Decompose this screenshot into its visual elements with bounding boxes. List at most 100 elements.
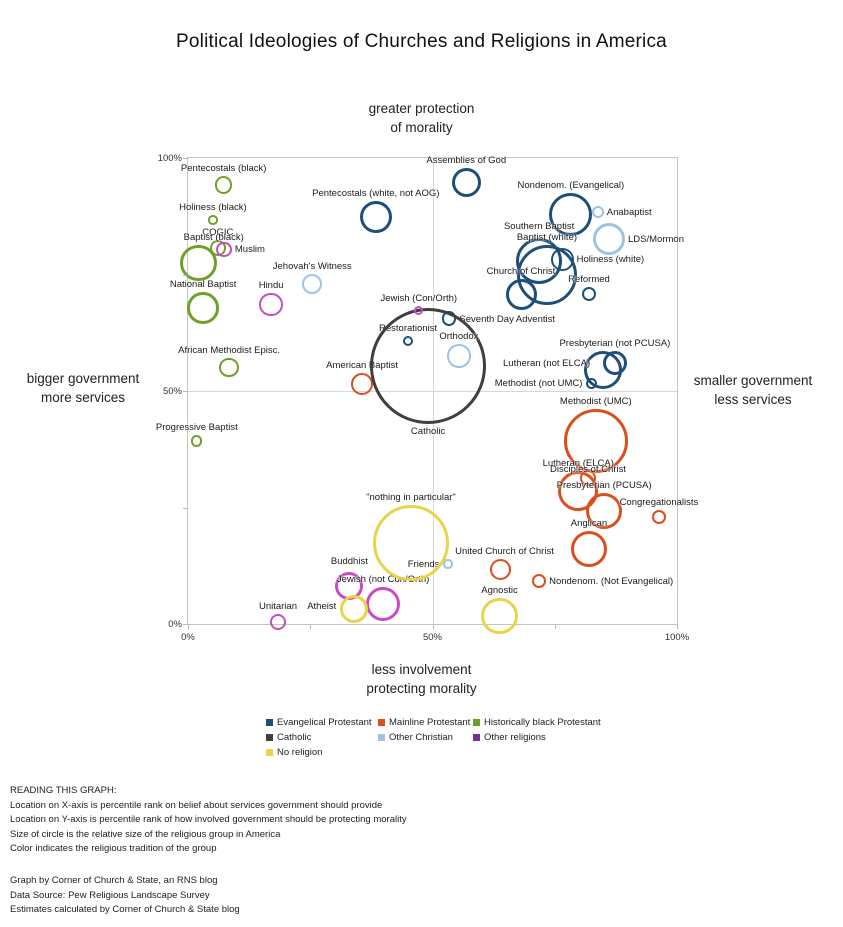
legend-swatch-catholic: [266, 733, 273, 741]
x-axis-tickmark: [554, 624, 556, 629]
bubble-nondenom-evangelical: [549, 193, 593, 237]
bubble-label-pentecostals-white-not-aog: Pentecostals (white, not AOG): [312, 187, 440, 199]
bubble-lds-mormon: [593, 223, 626, 256]
x-axis-tickmark: [432, 624, 434, 629]
axis-label-bottom: less involvement protecting morality: [0, 660, 843, 698]
bubble-label-pentecostals-black: Pentecostals (black): [180, 163, 267, 175]
bubble-agnostic: [481, 597, 518, 635]
legend-swatch-no-religion: [266, 748, 273, 756]
bubble-baptist-white: [516, 244, 577, 305]
note-line: Location on Y-axis is percentile rank of…: [10, 814, 407, 826]
bubble-united-church-of-christ: [489, 559, 511, 581]
bubble-lutheran-not-elca: [584, 351, 623, 390]
bubble-label-methodist-umc: Methodist (UMC): [559, 395, 632, 407]
bubble-label-hindu: Hindu: [258, 280, 284, 292]
bubble-label-jehovah-s-witness: Jehovah's Witness: [272, 260, 352, 272]
bubble-label-anabaptist: Anabaptist: [606, 207, 652, 219]
reading-notes: READING THIS GRAPH: Location on X-axis is…: [10, 784, 407, 857]
bubble-label-african-methodist-episc: African Methodist Episc.: [178, 345, 281, 356]
legend-label-other-religions: Other religions: [484, 732, 546, 743]
axis-label-bottom-line1: less involvement: [371, 662, 472, 677]
axis-label-top-line2: of morality: [390, 120, 453, 135]
bubble-hindu: [259, 293, 283, 317]
bubble-jewish-con-orth: [414, 305, 424, 316]
bubble-label-united-church-of-christ: United Church of Christ: [455, 546, 554, 558]
bubble-progressive-baptist: [191, 435, 203, 447]
bubble-label-unitarian: Unitarian: [258, 601, 297, 613]
bubble-label-orthodox: Orthodox: [439, 331, 479, 343]
bubble-nothing-in-particular: [372, 504, 449, 581]
axis-label-right: smaller government less services: [678, 371, 828, 409]
bubble-african-methodist-episc: [219, 358, 239, 378]
axis-label-bottom-line2: protecting morality: [366, 681, 477, 696]
axis-label-left-line2: more services: [40, 390, 126, 405]
bubble-unitarian: [269, 614, 286, 631]
bubble-label-presbyterian-not-pcusa: Presbyterian (not PCUSA): [559, 338, 671, 350]
bubble-label-jewish-not-con-orth: Jewish (not Con/Orth): [336, 573, 430, 585]
bubble-label-jewish-con-orth: Jewish (Con/Orth): [380, 292, 458, 304]
bubble-anabaptist: [591, 206, 604, 219]
bubble-label-nondenom-not-evangelical: Nondenom. (Not Evangelical): [549, 576, 674, 588]
bubble-congregationalists: [651, 509, 666, 524]
y-axis-tickmark: [183, 274, 188, 276]
bubble-label-progressive-baptist: Progressive Baptist: [155, 422, 238, 434]
note-line: Graph by Corner of Church & State, an RN…: [10, 875, 218, 886]
bubble-label-agnostic: Agnostic: [481, 584, 518, 596]
y-axis-tickmark: [183, 391, 188, 392]
bubble-label-baptist-black: Baptist (black): [183, 231, 244, 243]
bubble-label-buddhist: Buddhist: [330, 555, 368, 567]
bubble-label-holiness-white: Holiness (white): [576, 254, 645, 266]
bubble-label-atheist: Atheist: [307, 601, 337, 613]
axis-label-left: bigger government more services: [8, 369, 158, 407]
bubble-orthodox: [447, 344, 471, 368]
note-line: Size of circle is the relative size of t…: [10, 828, 281, 840]
x-tick-0: 0%: [181, 632, 195, 643]
legend-item-no-religion: No religion: [266, 747, 322, 758]
bubble-label-assemblies-of-god: Assemblies of God: [426, 154, 507, 166]
bubble-nondenom-not-evangelical: [532, 574, 547, 589]
bubble-reformed: [581, 287, 596, 302]
y-axis-tickmark: [183, 507, 188, 509]
bubble-label-american-baptist: American Baptist: [326, 359, 398, 371]
y-tick-50: 50%: [162, 386, 182, 397]
x-axis-tickmark: [677, 624, 678, 629]
bubble-label-nondenom-evangelical: Nondenom. (Evangelical): [517, 180, 625, 192]
bubble-label-congregationalists: Congregationalists: [619, 496, 699, 508]
bubble-label-presbyterian-pcusa: Presbyterian (PCUSA): [556, 480, 652, 492]
bubble-jewish-not-con-orth: [366, 586, 401, 621]
bubble-label-church-of-christ: Church of Christ: [486, 265, 556, 277]
bubble-methodist-umc: [563, 408, 628, 473]
bubble-muslim: [216, 241, 232, 258]
x-axis-tickmark: [310, 624, 312, 629]
bubble-label-seventh-day-adventist: Seventh Day Adventist: [459, 313, 556, 325]
bubble-label-lutheran-elca: Lutheran (ELCA): [542, 458, 614, 470]
note-line: Color indicates the religious tradition …: [10, 843, 217, 855]
legend-item-evangelical-protestant: Evangelical Protestant: [266, 717, 372, 728]
legend-item-other-christian: Other Christian: [378, 732, 453, 743]
legend-swatch-other-christian: [378, 733, 385, 741]
x-tick-50: 50%: [422, 632, 443, 643]
credits-notes: Graph by Corner of Church & State, an RN…: [10, 874, 240, 918]
y-axis-tickmark: [183, 158, 188, 159]
bubble-american-baptist: [351, 372, 374, 395]
bubble-label-baptist-white: Baptist (white): [516, 231, 578, 243]
legend-item-other-religions: Other religions: [473, 732, 546, 743]
bubble-label-lutheran-not-elca: Lutheran (not ELCA): [503, 358, 591, 370]
legend-item-catholic: Catholic: [266, 732, 311, 743]
legend-label-evangelical-protestant: Evangelical Protestant: [277, 717, 372, 728]
bubble-lutheran-elca: [558, 471, 599, 512]
legend-label-no-religion: No religion: [277, 747, 323, 758]
bubble-label-national-baptist: National Baptist: [169, 279, 237, 291]
y-axis-tickmark: [183, 624, 188, 625]
bubble-label-catholic: Catholic: [410, 425, 446, 437]
plot-area: Assemblies of God Pentecostals (white, no…: [156, 153, 698, 643]
y-tick-100: 100%: [157, 153, 182, 164]
bubble-label-anglican: Anglican: [570, 517, 608, 529]
bubble-atheist: [340, 595, 369, 624]
x-tick-100: 100%: [664, 632, 690, 643]
bubble-methodist-not-umc: [586, 377, 598, 389]
bubble-holiness-white: [550, 247, 574, 271]
note-line: Location on X-axis is percentile rank on…: [10, 799, 383, 811]
note-line: Data Source: Pew Religious Landscape Sur…: [10, 889, 210, 901]
legend-label-historically-black-protestant: Historically black Protestant: [484, 717, 601, 728]
